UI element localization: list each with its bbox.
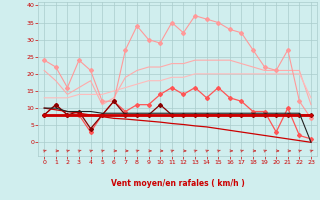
X-axis label: Vent moyen/en rafales ( km/h ): Vent moyen/en rafales ( km/h ) (111, 179, 244, 188)
